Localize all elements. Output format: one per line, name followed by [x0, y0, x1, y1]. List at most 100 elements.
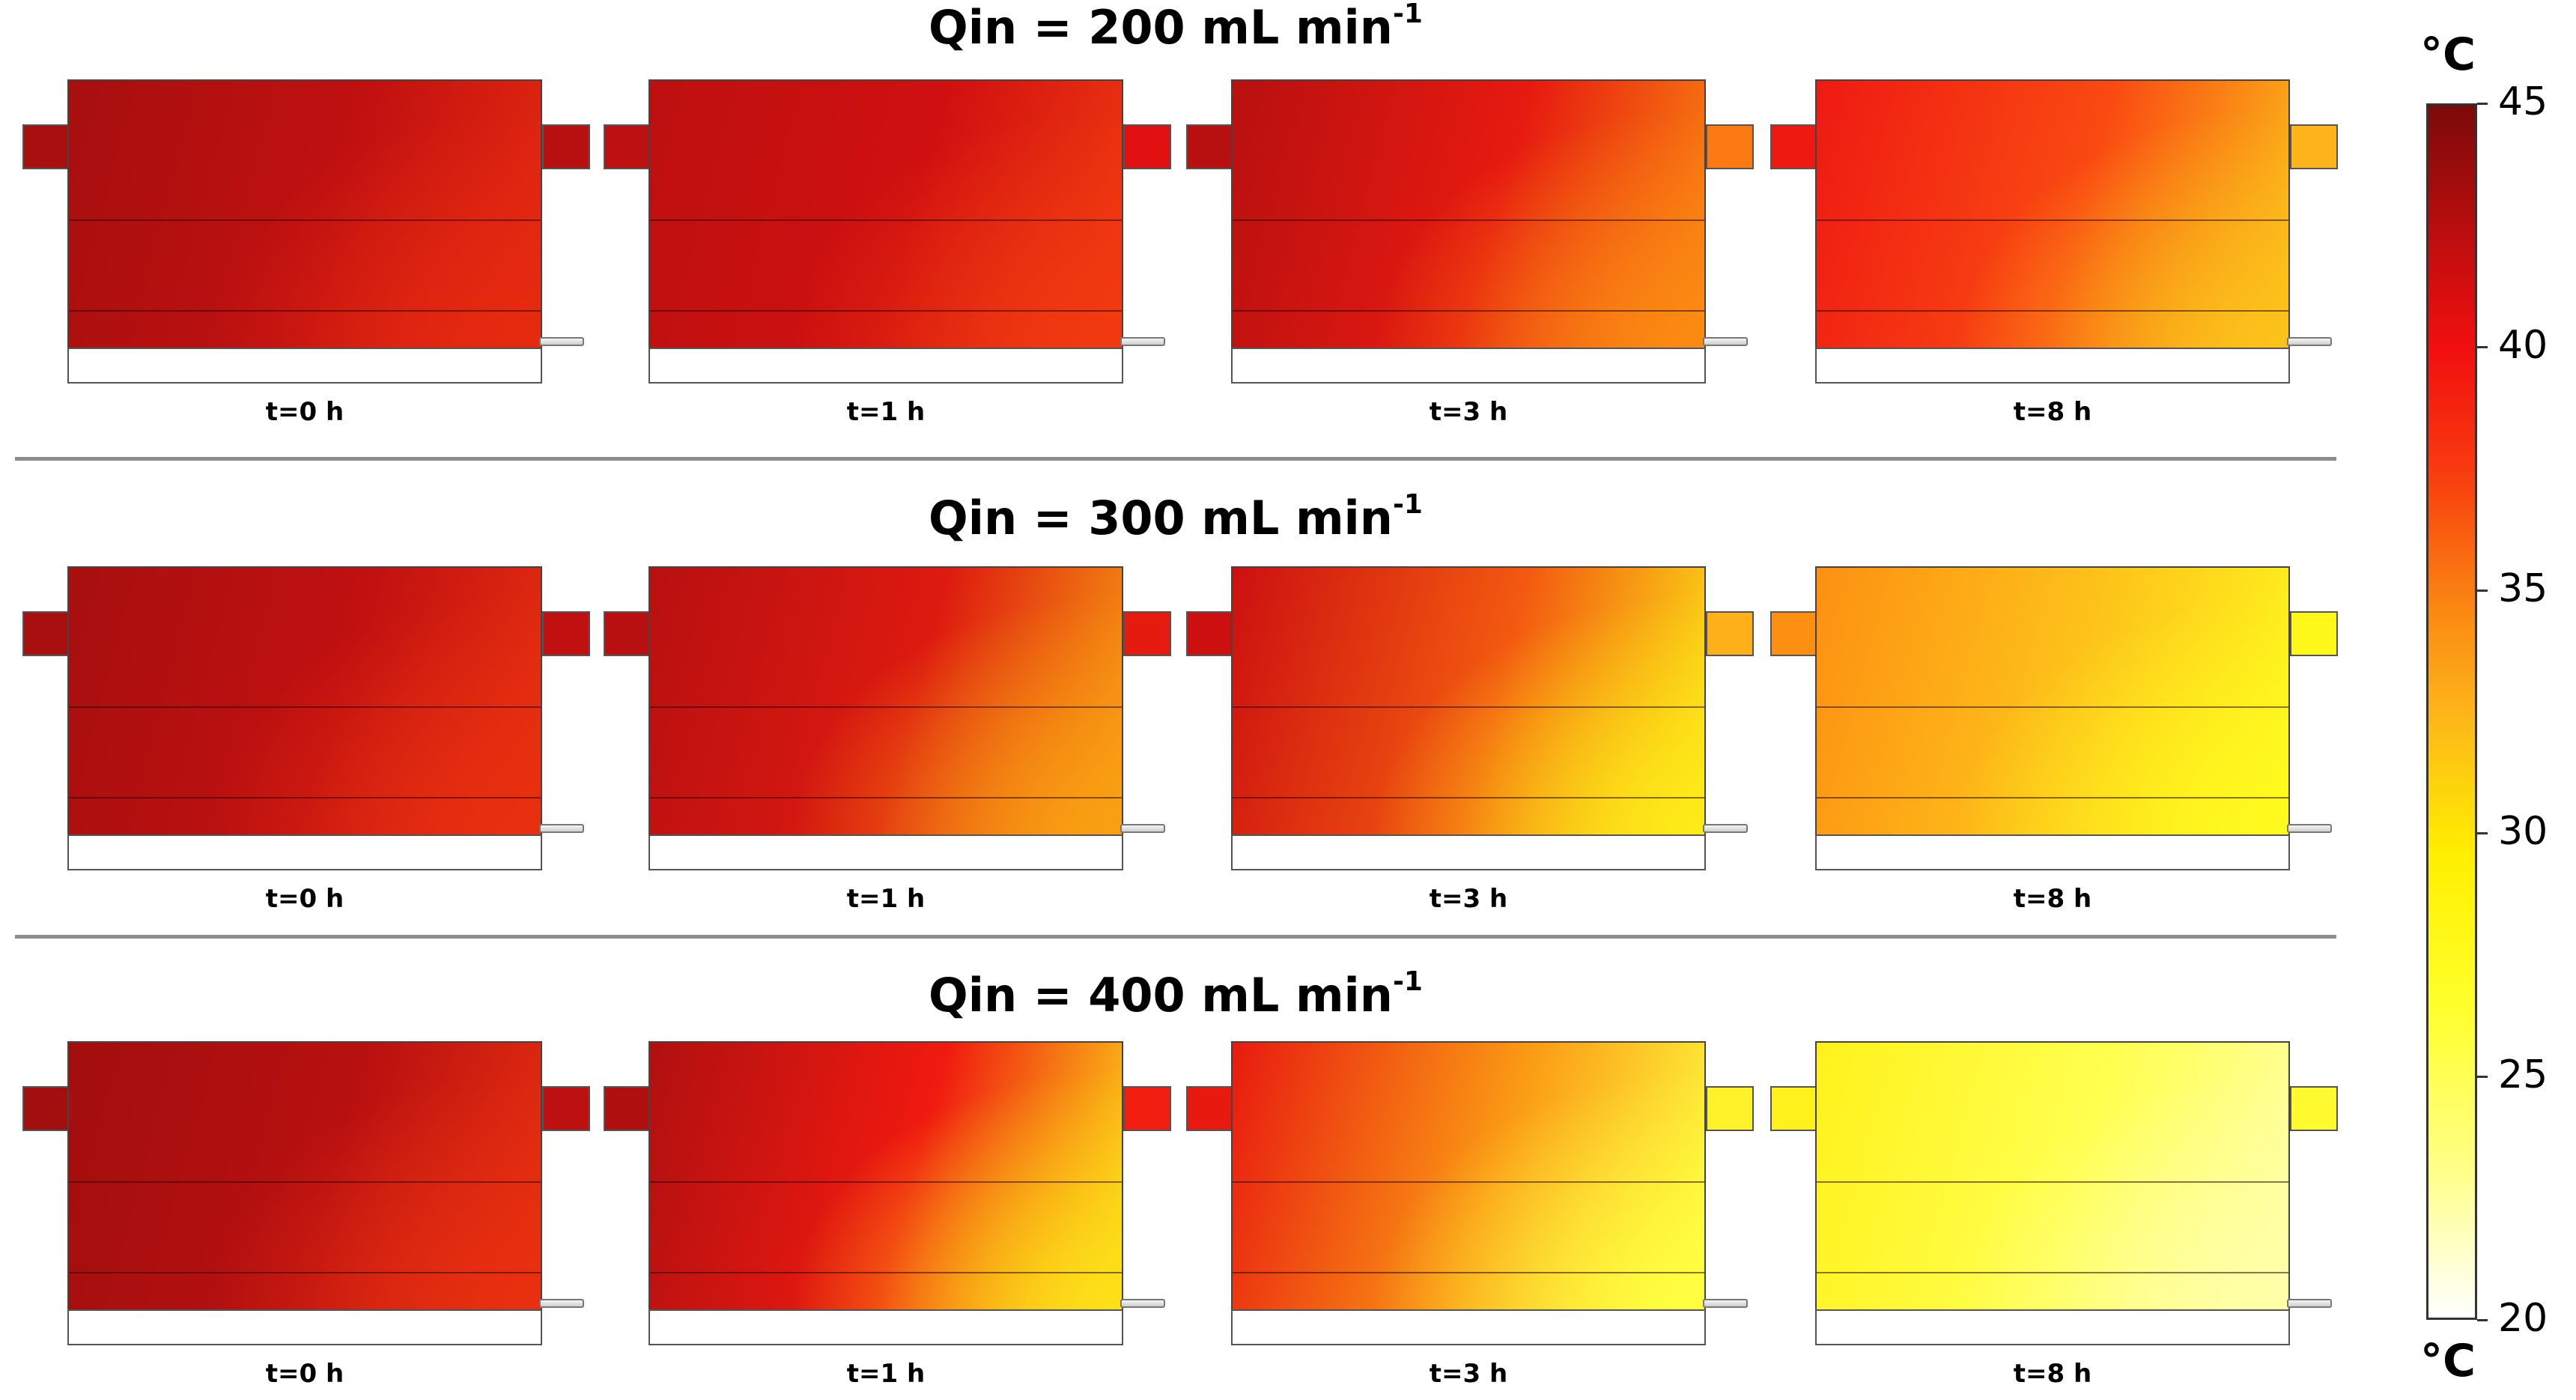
layer-boundary [650, 797, 1122, 799]
row-title-400: Qin = 400 mL min-1 [0, 968, 2351, 1022]
temperature-field [67, 79, 542, 349]
base-layer [67, 1309, 542, 1345]
inlet-port [1186, 611, 1234, 656]
layer-boundary [650, 706, 1122, 708]
time-label: t=0 h [265, 397, 344, 427]
time-label: t=0 h [265, 884, 344, 914]
base-layer [648, 834, 1123, 870]
layer-boundary [1233, 706, 1704, 708]
temperature-field [648, 1041, 1123, 1311]
layer-boundary [1233, 797, 1704, 799]
layer-boundary [69, 706, 541, 708]
colorbar-tick [2477, 103, 2488, 105]
temperature-field [67, 1041, 542, 1311]
title-main: Qin = 400 mL min [929, 968, 1393, 1022]
base-layer [1231, 834, 1706, 870]
colorbar-tick [2477, 590, 2488, 592]
layer-boundary [1233, 310, 1704, 312]
layer-boundary [1817, 219, 2288, 221]
layer-boundary [69, 797, 541, 799]
inlet-port [1770, 611, 1818, 656]
outlet-pipe [1120, 824, 1165, 833]
base-layer [1231, 1309, 1706, 1345]
temperature-field [648, 566, 1123, 836]
outlet-port [1706, 124, 1754, 169]
colorbar-tick [2477, 1319, 2488, 1321]
temperature-field [1231, 566, 1706, 836]
layer-boundary [69, 1181, 541, 1183]
outlet-port [2290, 1086, 2338, 1131]
layer-boundary [1817, 797, 2288, 799]
title-sup: -1 [1392, 966, 1423, 997]
temperature-field [648, 79, 1123, 349]
heatmap-panel: t=3 h [1186, 566, 1755, 914]
layer-boundary [1817, 1181, 2288, 1183]
time-label: t=3 h [1429, 1359, 1508, 1389]
outlet-pipe [2287, 824, 2332, 833]
time-label: t=1 h [846, 884, 926, 914]
outlet-pipe [2287, 337, 2332, 346]
inlet-port [22, 1086, 70, 1131]
time-label: t=8 h [2013, 397, 2092, 427]
heatmap-panel: t=3 h [1186, 79, 1755, 427]
outlet-pipe [1703, 824, 1748, 833]
temperature-field [1815, 79, 2290, 349]
colorbar-tick [2477, 346, 2488, 348]
heatmap-panel: t=0 h [22, 1041, 592, 1389]
layer-boundary [1817, 706, 2288, 708]
outlet-pipe [1703, 1299, 1748, 1308]
time-label: t=8 h [2013, 884, 2092, 914]
layer-boundary [69, 1272, 541, 1273]
layer-boundary [1233, 1272, 1704, 1273]
colorbar-unit-top: °C [2420, 28, 2476, 81]
outlet-port [1123, 1086, 1171, 1131]
temperature-field [1815, 1041, 2290, 1311]
base-layer [1815, 1309, 2290, 1345]
outlet-port [542, 611, 590, 656]
time-label: t=8 h [2013, 1359, 2092, 1389]
base-layer [1815, 834, 2290, 870]
colorbar-tick-label: 40 [2498, 323, 2548, 368]
outlet-pipe [1120, 1299, 1165, 1308]
outlet-pipe [539, 824, 584, 833]
temperature-colorbar [2426, 103, 2477, 1320]
outlet-port [542, 124, 590, 169]
title-main: Qin = 200 mL min [929, 0, 1393, 55]
layer-boundary [1233, 1181, 1704, 1183]
outlet-port [1706, 1086, 1754, 1131]
time-label: t=1 h [846, 397, 926, 427]
base-layer [1231, 348, 1706, 384]
heatmap-panel: t=1 h [604, 1041, 1173, 1389]
inlet-port [22, 124, 70, 169]
heatmap-panel: t=3 h [1186, 1041, 1755, 1389]
outlet-port [1123, 124, 1171, 169]
base-layer [648, 1309, 1123, 1345]
temperature-field [1231, 1041, 1706, 1311]
layer-boundary [650, 219, 1122, 221]
outlet-pipe [2287, 1299, 2332, 1308]
colorbar-tick-label: 25 [2498, 1052, 2548, 1097]
row-title-200: Qin = 200 mL min-1 [0, 0, 2351, 55]
time-label: t=3 h [1429, 884, 1508, 914]
temperature-field [67, 566, 542, 836]
row-divider [15, 457, 2336, 461]
row-divider [15, 935, 2336, 939]
outlet-port [542, 1086, 590, 1131]
heatmap-panel: t=1 h [604, 566, 1173, 914]
colorbar-tick-label: 20 [2498, 1296, 2548, 1341]
time-label: t=3 h [1429, 397, 1508, 427]
outlet-pipe [539, 1299, 584, 1308]
outlet-port [2290, 611, 2338, 656]
inlet-port [604, 124, 651, 169]
colorbar-tick [2477, 832, 2488, 834]
outlet-port [2290, 124, 2338, 169]
colorbar-tick-label: 45 [2498, 79, 2548, 124]
outlet-pipe [1703, 337, 1748, 346]
base-layer [1815, 348, 2290, 384]
base-layer [67, 348, 542, 384]
base-layer [648, 348, 1123, 384]
layer-boundary [1817, 310, 2288, 312]
inlet-port [1770, 124, 1818, 169]
layer-boundary [1233, 219, 1704, 221]
layer-boundary [1817, 1272, 2288, 1273]
